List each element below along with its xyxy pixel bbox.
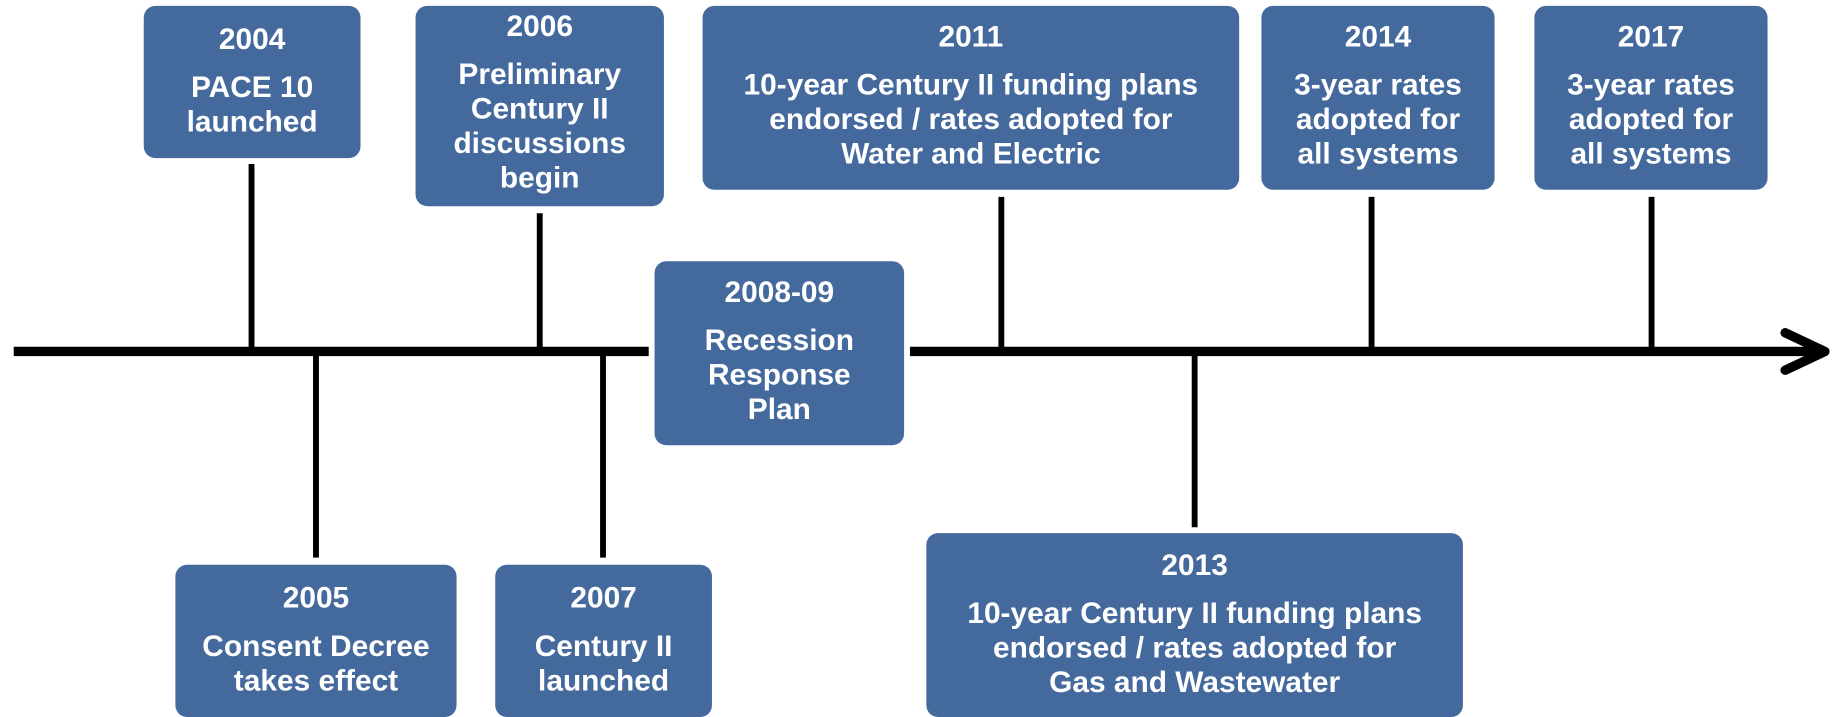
event-year: 2011 [938,21,1003,54]
event-box [926,533,1463,717]
event-text: 3-year rates [1567,69,1735,102]
event-text: discussions [453,127,626,160]
event-year: 2005 [283,582,349,615]
event-year: 2014 [1345,21,1412,54]
event-text: 10-year Century II funding plans [967,597,1422,630]
event-text: Response [708,359,851,392]
event-year: 2006 [507,10,573,43]
event-box [702,5,1240,190]
event-text: 3-year rates [1294,69,1462,102]
event-text: Preliminary [458,58,621,91]
event-year: 2017 [1618,21,1684,54]
event-text: launched [187,105,318,138]
event-box [415,5,664,207]
event-box [495,564,712,717]
event-year: 2004 [219,23,286,56]
event-text: begin [500,162,580,195]
event-text: Recession [705,324,854,357]
event-text: 10-year Century II funding plans [744,69,1199,102]
event-text: endorsed / rates adopted for [993,632,1397,665]
event-text: endorsed / rates adopted for [769,103,1173,136]
event-text: takes effect [234,664,398,697]
event-box [654,261,905,446]
event-year: 2007 [570,582,636,615]
event-box [1261,5,1495,190]
event-text: PACE 10 [191,71,313,104]
axis-arrow [1780,328,1830,375]
event-text: Century II [535,630,673,663]
event-year: 2013 [1161,549,1227,582]
event-box [1534,5,1768,190]
event-text: Plan [748,393,811,426]
event-text: adopted for [1569,103,1734,136]
event-text: all systems [1297,138,1458,171]
event-box [143,5,361,159]
event-text: Water and Electric [841,138,1100,171]
event-text: Gas and Wastewater [1049,666,1340,699]
event-text: all systems [1570,138,1731,171]
event-box [175,564,457,717]
event-text: Century II [471,93,609,126]
event-text: launched [538,664,669,697]
event-text: Consent Decree [202,630,429,663]
event-year: 2008-09 [725,276,835,309]
event-text: adopted for [1296,103,1461,136]
